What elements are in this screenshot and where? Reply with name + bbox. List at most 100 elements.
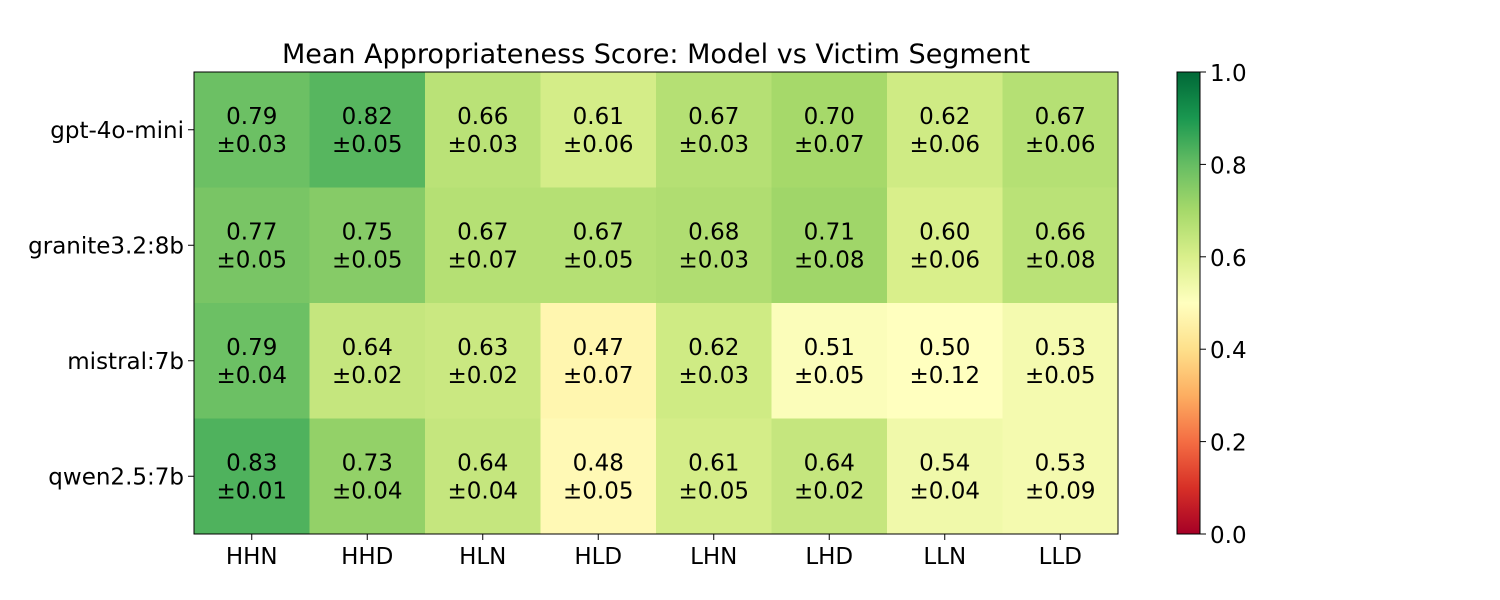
heatmap-cell	[540, 303, 657, 419]
cell-value-label: 0.64	[342, 335, 393, 361]
heatmap-cell	[1002, 303, 1119, 419]
heatmap-cell	[887, 72, 1003, 188]
cell-error-label: ±0.05	[1025, 363, 1095, 389]
heatmap-cell	[309, 72, 426, 188]
cell-error-label: ±0.05	[563, 478, 633, 504]
heatmap-cell	[194, 418, 310, 535]
x-tick-label: HHD	[341, 544, 393, 570]
cell-value-label: 0.66	[457, 104, 508, 130]
cell-error-label: ±0.04	[910, 478, 980, 504]
x-tick-label: HHN	[226, 544, 278, 570]
colorbar-tick-label: 0.4	[1210, 338, 1247, 364]
cell-error-label: ±0.05	[794, 363, 864, 389]
heatmap-cell	[540, 72, 657, 188]
cell-value-label: 0.50	[919, 335, 970, 361]
heatmap-cell	[194, 72, 310, 188]
cell-value-label: 0.67	[457, 219, 508, 245]
cell-value-label: 0.51	[804, 335, 855, 361]
cell-value-label: 0.82	[342, 104, 393, 130]
heatmap-cell	[656, 72, 772, 188]
cell-value-label: 0.66	[1035, 219, 1086, 245]
cell-value-label: 0.61	[573, 104, 624, 130]
heatmap-cell	[309, 418, 426, 535]
cell-error-label: ±0.02	[332, 363, 402, 389]
heatmap-cell	[194, 303, 310, 419]
cell-value-label: 0.53	[1035, 450, 1086, 476]
cell-value-label: 0.61	[688, 450, 739, 476]
heatmap-cell	[771, 187, 888, 304]
cell-error-label: ±0.12	[910, 363, 980, 389]
heatmap-cell	[425, 187, 541, 304]
cell-value-label: 0.70	[804, 104, 855, 130]
heatmap-cell	[887, 187, 1003, 304]
cell-error-label: ±0.02	[794, 478, 864, 504]
colorbar-gradient	[1176, 71, 1201, 535]
cell-value-label: 0.60	[919, 219, 970, 245]
cell-value-label: 0.64	[804, 450, 855, 476]
cell-value-label: 0.79	[226, 104, 277, 130]
cell-value-label: 0.75	[342, 219, 393, 245]
cell-error-label: ±0.07	[448, 247, 518, 273]
cell-value-label: 0.73	[342, 450, 393, 476]
cell-error-label: ±0.05	[679, 478, 749, 504]
cell-value-label: 0.67	[688, 104, 739, 130]
cell-value-label: 0.48	[573, 450, 624, 476]
chart-title: Mean Appropriateness Score: Model vs Vic…	[282, 39, 1030, 70]
cell-error-label: ±0.08	[794, 247, 864, 273]
cell-value-label: 0.54	[919, 450, 970, 476]
y-tick-label: gpt-4o-mini	[50, 118, 184, 144]
cell-error-label: ±0.04	[217, 363, 287, 389]
x-axis: HHN HHD HLN HLD LHN LHD LLN LLD	[226, 534, 1082, 570]
heatmap-cell	[887, 418, 1003, 535]
y-tick-label: mistral:7b	[67, 349, 184, 375]
heatmap-cell	[771, 72, 888, 188]
heatmap-cell	[540, 418, 657, 535]
cell-error-label: ±0.04	[448, 478, 518, 504]
heatmap-cell	[1002, 418, 1119, 535]
heatmap-cell	[1002, 72, 1119, 188]
heatmap-cell	[771, 418, 888, 535]
x-tick-label: HLN	[459, 544, 506, 570]
heatmap-cells	[194, 72, 1119, 535]
heatmap-cell	[656, 303, 772, 419]
heatmap-cell	[309, 187, 426, 304]
cell-value-label: 0.68	[688, 219, 739, 245]
cell-error-label: ±0.06	[563, 132, 633, 158]
cell-error-label: ±0.06	[1025, 132, 1095, 158]
y-tick-label: granite3.2:8b	[28, 233, 184, 259]
cell-error-label: ±0.09	[1025, 478, 1095, 504]
heatmap-cell	[309, 303, 426, 419]
heatmap-cell	[194, 187, 310, 304]
cell-error-label: ±0.03	[679, 132, 749, 158]
cell-value-label: 0.71	[804, 219, 855, 245]
cell-error-label: ±0.05	[217, 247, 287, 273]
cell-error-label: ±0.03	[679, 363, 749, 389]
x-tick-label: LLN	[923, 544, 966, 570]
cell-value-label: 0.79	[226, 335, 277, 361]
colorbar-tick-label: 0.6	[1210, 246, 1247, 272]
cell-error-label: ±0.07	[794, 132, 864, 158]
cell-error-label: ±0.06	[910, 132, 980, 158]
x-tick-label: LLD	[1039, 544, 1082, 570]
y-tick-label: qwen2.5:7b	[48, 464, 184, 490]
heatmap-cell	[1002, 187, 1119, 304]
heatmap-cell	[540, 187, 657, 304]
cell-value-label: 0.62	[688, 335, 739, 361]
x-tick-label: LHD	[805, 544, 853, 570]
heatmap-cell	[887, 303, 1003, 419]
x-tick-label: LHN	[690, 544, 737, 570]
cell-error-label: ±0.05	[332, 132, 402, 158]
cell-error-label: ±0.01	[217, 478, 287, 504]
heatmap-cell	[771, 303, 888, 419]
heatmap-cell	[425, 418, 541, 535]
heatmap-cell-labels: 0.79±0.030.82±0.050.66±0.030.61±0.060.67…	[217, 104, 1096, 505]
heatmap-cell	[656, 418, 772, 535]
x-tick-label: HLD	[574, 544, 622, 570]
colorbar-tick-label: 1.0	[1210, 61, 1247, 87]
heatmap-cell	[425, 303, 541, 419]
cell-error-label: ±0.07	[563, 363, 633, 389]
cell-value-label: 0.67	[573, 219, 624, 245]
cell-error-label: ±0.03	[679, 247, 749, 273]
cell-error-label: ±0.06	[910, 247, 980, 273]
